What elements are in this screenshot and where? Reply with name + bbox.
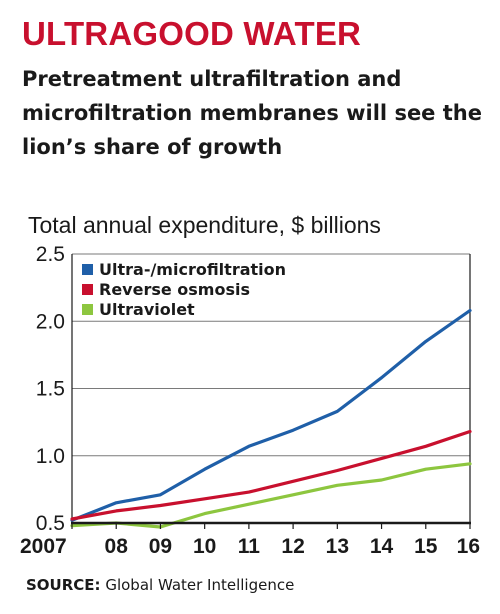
y-tick-label-1: 1.0 — [36, 445, 65, 468]
chart-subtitle: Pretreatment ultrafiltration and microfi… — [22, 67, 482, 159]
source-text: Global Water Intelligence — [105, 576, 295, 594]
y-tick-label-4: 2.5 — [36, 243, 65, 266]
source-label: SOURCE: — [26, 576, 101, 594]
x-tick-label-1: 08 — [105, 535, 129, 558]
series-line-0 — [70, 308, 472, 522]
x-tick-label-0: 2007 — [20, 535, 67, 558]
x-tick-label-8: 15 — [414, 535, 438, 558]
legend-swatch-0 — [82, 264, 93, 275]
source-note: SOURCE: Global Water Intelligence — [26, 576, 294, 594]
x-tick-label-9: 16 — [457, 535, 480, 558]
y-tick-label-0: 0.5 — [36, 512, 65, 535]
x-tick-label-6: 13 — [326, 535, 349, 558]
series-line-1 — [70, 429, 472, 521]
legend-swatch-2 — [82, 304, 93, 315]
legend-label-0: Ultra-/microfiltration — [99, 260, 286, 279]
series-line-2 — [70, 462, 472, 529]
x-tick-label-3: 10 — [193, 535, 216, 558]
x-tick-label-7: 14 — [370, 535, 394, 558]
chart-title: ULTRAGOOD WATER — [22, 15, 362, 52]
x-tick-label-2: 09 — [149, 535, 172, 558]
legend-label-1: Reverse osmosis — [99, 280, 250, 299]
legend-label-2: Ultraviolet — [99, 300, 195, 319]
y-axis-label: Total annual expenditure, $ billions — [28, 212, 381, 238]
y-tick-label-3: 2.0 — [36, 310, 65, 333]
legend-swatch-1 — [82, 284, 93, 295]
y-tick-label-2: 1.5 — [36, 378, 65, 401]
x-tick-label-5: 12 — [281, 535, 304, 558]
x-tick-label-4: 11 — [238, 535, 261, 558]
